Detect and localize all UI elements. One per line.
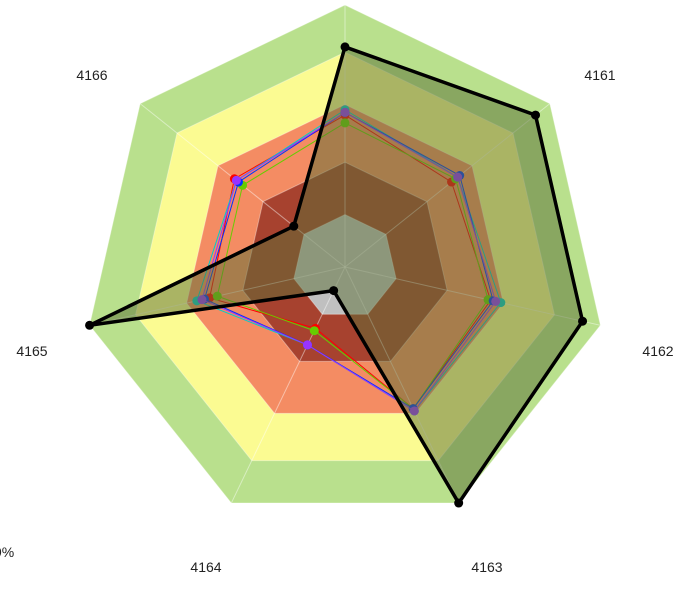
axis-label-4165: 4165 — [16, 343, 47, 359]
series-5-point-6 — [289, 221, 299, 231]
series-4-point-4 — [302, 340, 312, 350]
ring-4 — [89, 4, 601, 504]
series-5-point-2 — [578, 316, 588, 326]
axis-label-4163: 4163 — [471, 559, 502, 575]
edge-label: 9% — [0, 544, 14, 560]
series-5-point-0 — [340, 42, 350, 52]
spoke-4 — [230, 266, 346, 504]
series-5-point-1 — [531, 110, 541, 120]
series-1-point-4 — [309, 326, 319, 336]
series-layer — [85, 42, 588, 508]
axis-label-4161: 4161 — [584, 67, 615, 83]
axis-label-4166: 4166 — [76, 67, 107, 83]
series-5-point-5 — [85, 320, 95, 330]
axis-label-4164: 4164 — [190, 559, 221, 575]
series-5-point-4 — [329, 286, 339, 296]
series-5-area — [88, 44, 585, 507]
series-4-point-6 — [231, 175, 241, 185]
axis-label-4162: 4162 — [642, 343, 673, 359]
series-5-point-3 — [454, 498, 464, 508]
axis-label-layer: 4161 4162 4163 4164 4165 4166 — [16, 67, 673, 575]
